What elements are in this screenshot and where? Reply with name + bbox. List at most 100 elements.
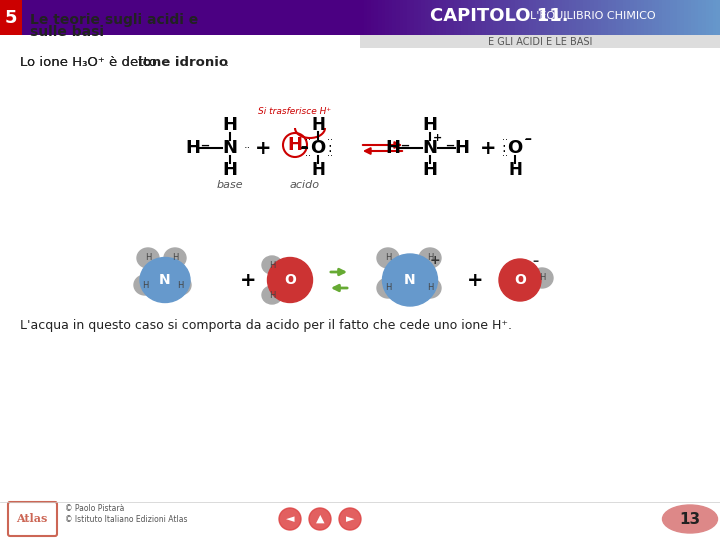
- Ellipse shape: [164, 248, 186, 268]
- Bar: [482, 0, 490, 35]
- Ellipse shape: [134, 275, 156, 295]
- Bar: [558, 0, 566, 35]
- Bar: [529, 0, 537, 35]
- Ellipse shape: [309, 508, 331, 530]
- Bar: [385, 0, 393, 35]
- Bar: [432, 0, 440, 35]
- Text: –: –: [300, 141, 307, 155]
- Text: H: H: [427, 284, 433, 293]
- Text: H: H: [172, 253, 178, 262]
- Text: Le teorie sugli acidi e: Le teorie sugli acidi e: [30, 13, 198, 27]
- Bar: [655, 0, 663, 35]
- Text: H: H: [454, 139, 469, 157]
- Bar: [367, 0, 375, 35]
- Bar: [706, 0, 714, 35]
- Bar: [698, 0, 706, 35]
- Text: N: N: [404, 273, 416, 287]
- Text: H: H: [311, 116, 325, 134]
- Text: +: +: [240, 271, 256, 289]
- Bar: [583, 0, 591, 35]
- Text: H: H: [287, 136, 302, 154]
- Bar: [468, 0, 476, 35]
- Text: ··: ··: [524, 135, 530, 145]
- Bar: [533, 0, 541, 35]
- Bar: [709, 0, 717, 35]
- Bar: [497, 0, 505, 35]
- Bar: [374, 0, 382, 35]
- Text: N: N: [423, 139, 438, 157]
- Text: +: +: [480, 138, 496, 158]
- Bar: [554, 0, 562, 35]
- Bar: [551, 0, 559, 35]
- Text: O: O: [508, 139, 523, 157]
- Bar: [565, 0, 573, 35]
- Bar: [457, 0, 465, 35]
- Text: CAPITOLO 11.: CAPITOLO 11.: [430, 7, 569, 25]
- Text: H: H: [311, 161, 325, 179]
- Bar: [576, 0, 584, 35]
- Text: –: –: [446, 136, 454, 154]
- Bar: [569, 0, 577, 35]
- Bar: [526, 0, 534, 35]
- Bar: [601, 0, 609, 35]
- Bar: [590, 0, 598, 35]
- Ellipse shape: [262, 256, 282, 274]
- Text: N: N: [222, 139, 238, 157]
- Bar: [594, 0, 602, 35]
- Text: 5: 5: [5, 9, 17, 27]
- Bar: [446, 0, 454, 35]
- Text: H: H: [269, 291, 275, 300]
- Bar: [508, 0, 516, 35]
- Bar: [515, 0, 523, 35]
- Bar: [486, 0, 494, 35]
- Bar: [0, 0, 360, 35]
- Bar: [641, 0, 649, 35]
- Bar: [598, 0, 606, 35]
- Text: H: H: [186, 139, 200, 157]
- Bar: [562, 0, 570, 35]
- Bar: [392, 0, 400, 35]
- Text: O: O: [310, 139, 325, 157]
- Bar: [360, 35, 720, 48]
- Bar: [608, 0, 616, 35]
- Text: ··: ··: [327, 151, 333, 161]
- Text: H: H: [145, 253, 151, 262]
- Text: base: base: [217, 180, 243, 190]
- Bar: [418, 0, 426, 35]
- Bar: [680, 0, 688, 35]
- Bar: [688, 0, 696, 35]
- Ellipse shape: [377, 248, 399, 268]
- Bar: [580, 0, 588, 35]
- Text: ione idronio: ione idronio: [138, 56, 228, 69]
- Text: H: H: [423, 116, 438, 134]
- Bar: [623, 0, 631, 35]
- Text: +: +: [467, 271, 483, 289]
- Text: ▲: ▲: [316, 514, 324, 524]
- Text: +: +: [430, 253, 441, 267]
- Ellipse shape: [662, 505, 718, 533]
- Text: +: +: [433, 133, 441, 143]
- Ellipse shape: [169, 275, 191, 295]
- Text: H: H: [423, 161, 438, 179]
- Bar: [716, 0, 720, 35]
- Bar: [428, 0, 436, 35]
- Bar: [472, 0, 480, 35]
- Text: ··: ··: [244, 143, 251, 153]
- Bar: [652, 0, 660, 35]
- Bar: [464, 0, 472, 35]
- Ellipse shape: [137, 248, 159, 268]
- Bar: [540, 0, 548, 35]
- Bar: [702, 0, 710, 35]
- Bar: [500, 0, 508, 35]
- Bar: [684, 0, 692, 35]
- Bar: [670, 0, 678, 35]
- Bar: [695, 0, 703, 35]
- Text: Lo ione H₃O⁺ è detto: Lo ione H₃O⁺ è detto: [20, 56, 161, 69]
- Bar: [616, 0, 624, 35]
- Bar: [382, 0, 390, 35]
- Text: H: H: [384, 284, 391, 293]
- Text: H: H: [384, 253, 391, 262]
- Ellipse shape: [377, 278, 399, 298]
- Text: ··: ··: [502, 135, 508, 145]
- Bar: [461, 0, 469, 35]
